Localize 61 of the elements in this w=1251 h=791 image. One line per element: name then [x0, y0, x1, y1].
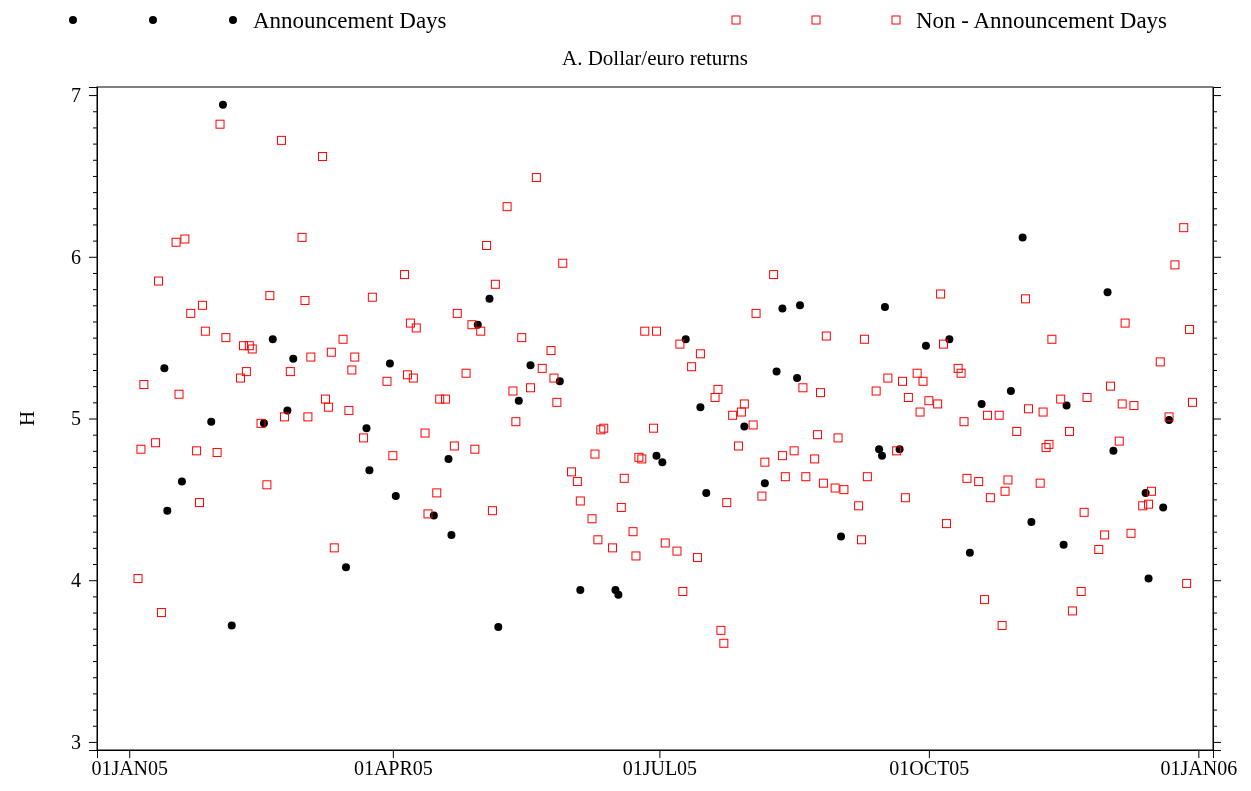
point [1006, 387, 1015, 396]
point [163, 506, 172, 515]
point [1103, 288, 1112, 297]
point [365, 466, 374, 475]
point [658, 458, 667, 467]
point [795, 301, 804, 310]
point [702, 488, 711, 497]
point [878, 451, 887, 460]
point [485, 294, 494, 303]
point [576, 585, 585, 594]
point [207, 417, 216, 426]
point [362, 424, 371, 433]
point [160, 364, 169, 373]
x-tick-label: 01APR05 [353, 757, 433, 780]
point [772, 367, 781, 376]
point [965, 548, 974, 557]
point [1144, 574, 1153, 583]
point [385, 359, 394, 368]
point [880, 302, 889, 311]
x-tick-label: 01JAN05 [91, 757, 169, 780]
point [921, 341, 930, 350]
point [526, 361, 535, 370]
y-tick-label: 3 [71, 730, 81, 753]
point [837, 532, 845, 541]
point [760, 479, 769, 488]
point [740, 422, 749, 431]
point [652, 451, 661, 460]
y-axis-title: H [15, 410, 39, 427]
point [514, 396, 523, 405]
legend-label: Announcement Days [253, 8, 447, 33]
point [778, 304, 787, 313]
point [614, 590, 623, 599]
point [1109, 446, 1118, 455]
y-tick-label: 5 [71, 407, 81, 430]
point [447, 530, 456, 539]
point [494, 623, 503, 632]
point [391, 492, 400, 501]
point [1159, 503, 1168, 512]
chart-title: A. Dollar/euro returns [561, 46, 749, 70]
point [875, 445, 884, 454]
point [1062, 401, 1071, 410]
x-tick-label: 01JUL05 [622, 757, 698, 780]
point [218, 100, 227, 109]
point [1059, 540, 1068, 549]
point [268, 335, 277, 344]
x-tick-label: 01JAN06 [1160, 757, 1238, 780]
point [1027, 517, 1036, 526]
y-tick-label: 7 [71, 83, 81, 106]
point [444, 454, 453, 463]
x-tick-label: 01OCT05 [889, 757, 970, 780]
point [977, 399, 986, 408]
point [793, 374, 802, 383]
y-tick-label: 6 [71, 245, 81, 268]
legend-label: Non - Announcement Days [916, 8, 1168, 33]
point [696, 403, 705, 412]
point [177, 477, 186, 486]
point [341, 563, 350, 572]
point [227, 621, 236, 630]
point [289, 354, 298, 363]
y-tick-label: 4 [71, 569, 81, 592]
point [1018, 233, 1027, 242]
